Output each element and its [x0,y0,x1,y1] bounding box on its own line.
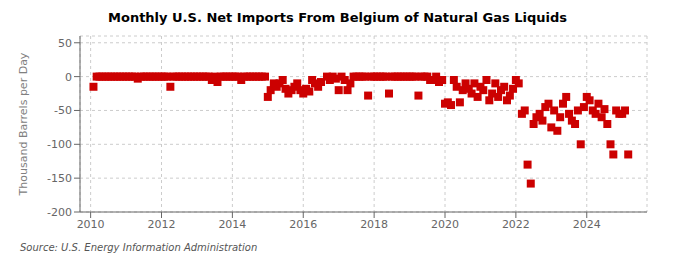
svg-text:-50: -50 [54,104,72,117]
svg-text:-150: -150 [47,172,72,185]
svg-text:2012: 2012 [148,218,176,231]
svg-text:-200: -200 [47,206,72,219]
svg-text:2018: 2018 [360,218,388,231]
svg-text:Thousand Barrels per Day: Thousand Barrels per Day [17,52,30,196]
svg-text:50: 50 [58,37,72,50]
html-text:Source: U.S. Energy Informatio: Source: U.S. Energy Information Administ… [20,242,258,253]
svg-text:2010: 2010 [77,218,105,231]
svg-text:2022: 2022 [502,218,530,231]
svg-text:-100: -100 [47,138,72,151]
svg-text:2020: 2020 [431,218,459,231]
html-text:Monthly U.S. Net Imports From: Monthly U.S. Net Imports From Belgium of… [108,10,567,25]
svg-text:0: 0 [65,71,72,84]
svg-text:2014: 2014 [218,218,246,231]
svg-text:2016: 2016 [289,218,317,231]
svg-text:2024: 2024 [573,218,601,231]
